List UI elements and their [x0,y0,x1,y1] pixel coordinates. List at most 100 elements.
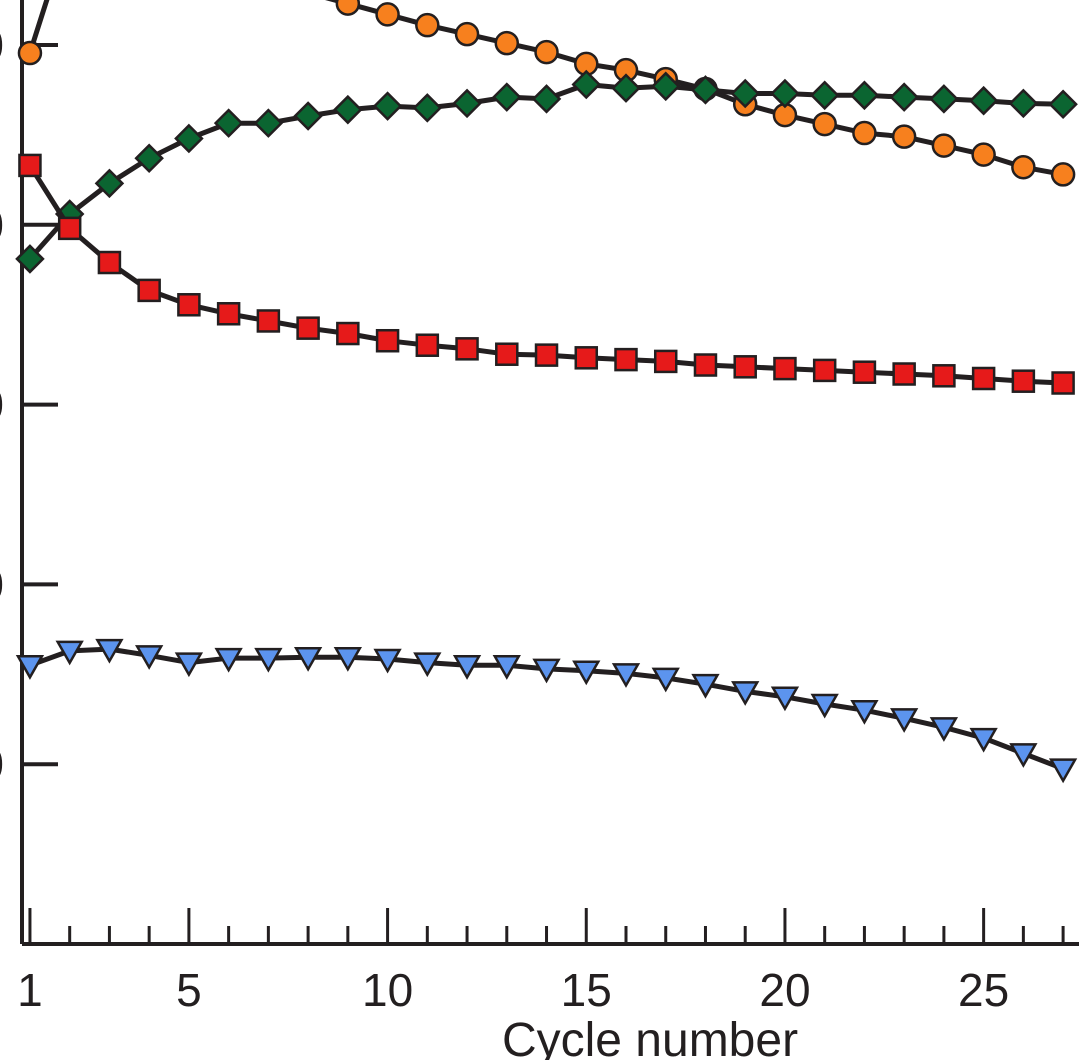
x-tick-label: 25 [958,964,1009,1016]
data-point-triangle [333,646,362,672]
data-point-square [256,309,281,333]
data-point-circle [852,120,877,146]
data-point-triangle [532,658,561,684]
data-point-diamond [253,108,284,138]
data-point-triangle [890,708,919,733]
data-point-square [296,316,320,340]
data-point-circle [17,40,43,66]
data-point-square [653,349,678,374]
data-point-triangle [969,727,998,753]
data-point-circle [415,12,440,38]
x-tick-label: 1 [17,964,43,1016]
data-point-triangle [214,647,243,673]
data-point-square [97,250,122,275]
data-point-diamond [929,84,959,114]
data-point-square [57,216,82,241]
data-point-diamond [809,80,840,111]
data-point-triangle [492,655,521,680]
data-point-triangle [651,667,680,693]
data-point-square [892,362,916,386]
data-point-circle [1011,154,1036,180]
data-point-square [375,328,400,353]
data-point-diamond [452,88,482,119]
data-point-triangle [770,686,800,712]
data-point-circle [971,142,996,167]
data-point-diamond [293,101,323,131]
data-point-circle [534,39,559,65]
data-point-triangle [95,638,124,664]
data-point-triangle [1048,758,1078,784]
data-point-diamond [611,73,641,103]
data-point-circle [891,124,917,149]
y-tick-label: 0 [0,558,4,610]
y-tick-label: 0 [0,199,4,251]
data-point-diamond [889,82,919,112]
data-point-triangle [929,717,959,742]
data-point-triangle [611,663,641,688]
data-point-triangle [293,646,323,672]
data-point-square [773,356,797,381]
x-axis-title: Cycle number [502,1014,798,1060]
data-point-diamond [134,143,164,174]
data-point-square [495,342,519,366]
data-point-square [614,347,638,372]
data-point-triangle [731,681,760,706]
data-point-square [216,302,241,326]
data-point-square [932,364,956,388]
x-tick-label: 5 [176,964,202,1016]
data-point-diamond [1008,88,1039,119]
data-point-square [1051,371,1075,395]
data-point-square [336,321,360,346]
data-point-triangle [373,648,402,674]
data-point-square [534,343,559,367]
data-point-triangle [413,652,442,678]
data-point-circle [454,21,480,47]
series-square [18,153,1075,395]
data-point-triangle [254,647,283,673]
data-point-square [18,153,42,178]
data-point-square [177,293,201,317]
data-point-diamond [730,78,760,109]
data-point-diamond [770,78,800,109]
data-point-square [455,337,479,361]
data-point-diamond [15,244,45,274]
data-point-square [733,355,757,379]
data-point-diamond [94,168,125,199]
data-point-triangle [850,699,879,725]
data-point-square [574,346,599,370]
data-point-diamond [412,93,443,123]
data-point-triangle [572,660,601,686]
tick-labels: 151015202500000 [0,19,1009,1016]
x-tick-label: 10 [362,964,413,1016]
data-point-square [1011,369,1036,393]
data-point-square [812,358,837,383]
x-tick-label: 20 [759,964,810,1016]
data-point-square [852,360,877,384]
data-point-triangle [15,655,45,680]
data-point-square [971,366,996,391]
x-tick-label: 15 [561,964,612,1016]
data-point-triangle [55,640,84,666]
data-point-triangle [135,645,164,670]
series-layer [15,0,1078,784]
data-point-diamond [333,94,363,125]
data-point-diamond [372,91,403,121]
data-point-circle [335,0,361,16]
y-tick-label: 0 [0,19,4,71]
data-point-diamond [690,75,721,105]
data-point-circle [1050,162,1076,187]
y-tick-label: 0 [0,379,4,431]
data-point-triangle [1009,743,1038,768]
data-point-triangle [452,655,482,680]
data-point-diamond [849,80,880,111]
data-point-circle [494,30,520,56]
data-point-circle [812,111,837,137]
data-point-circle [931,133,957,158]
data-point-diamond [968,85,999,116]
data-point-circle [375,2,400,27]
data-point-square [415,333,440,357]
series-triangle-down [15,638,1078,784]
data-point-square [137,278,161,303]
y-tick-label: 0 [0,738,4,790]
data-point-diamond [492,82,522,112]
